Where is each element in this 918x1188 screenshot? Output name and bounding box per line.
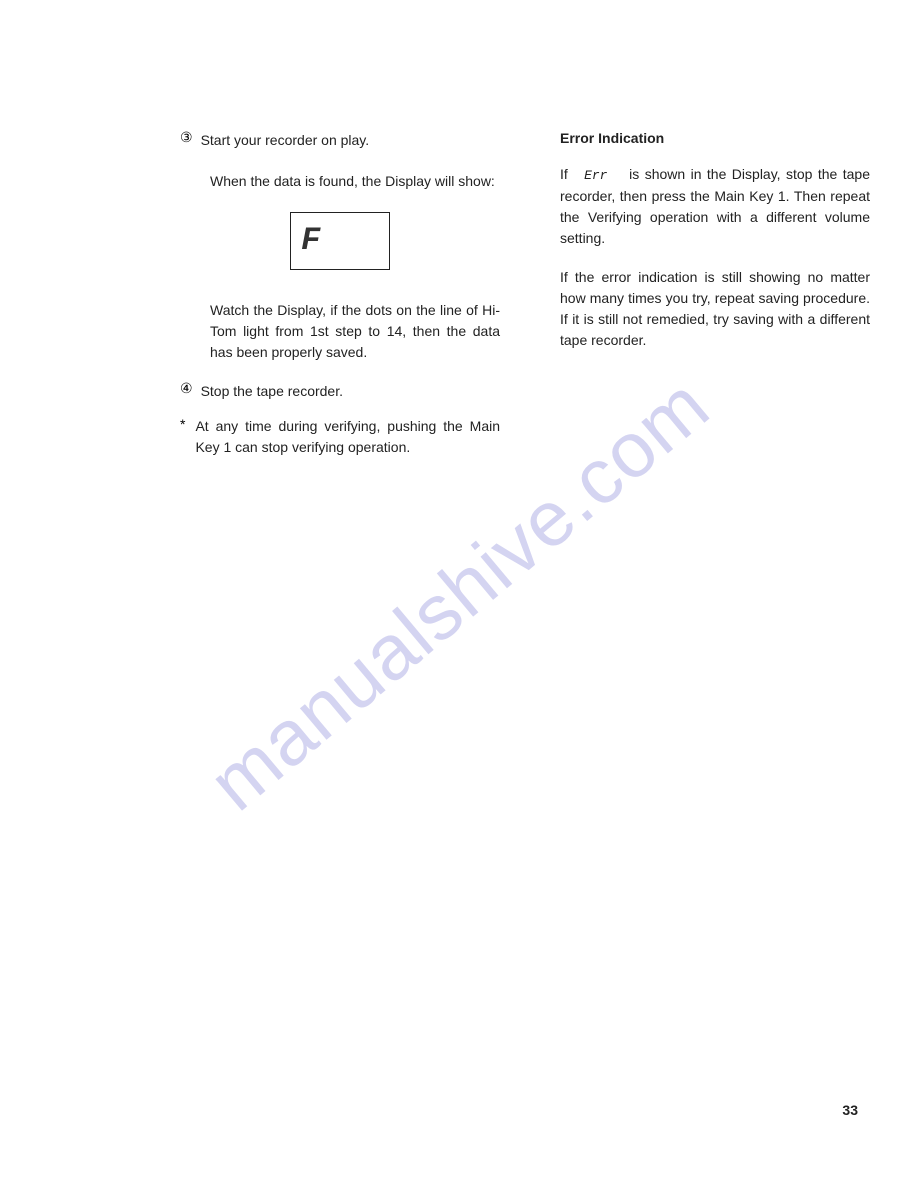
asterisk-marker: *: [180, 416, 185, 432]
page-content: ③ Start your recorder on play. When the …: [0, 0, 918, 458]
error-heading: Error Indication: [560, 130, 870, 146]
page-number: 33: [842, 1102, 858, 1118]
asterisk-text: At any time during verifying, pushing th…: [195, 416, 500, 458]
left-column: ③ Start your recorder on play. When the …: [180, 130, 500, 458]
asterisk-note: * At any time during verifying, pushing …: [180, 416, 500, 458]
display-box: F: [290, 212, 390, 270]
step-3-text: Start your recorder on play.: [201, 130, 370, 151]
err-prefix: If: [560, 166, 568, 182]
step-4-marker: ④: [180, 381, 193, 398]
right-column: Error Indication If Err is shown in the …: [560, 130, 870, 458]
step-3-marker: ③: [180, 130, 193, 147]
err-para1-rest: is shown in the Display, stop the tape r…: [560, 166, 870, 246]
error-para-2: If the error indication is still showing…: [560, 267, 870, 351]
err-symbol: Err: [584, 168, 607, 183]
watch-display-text: Watch the Display, if the dots on the li…: [210, 300, 500, 363]
step-4-block: ④ Stop the tape recorder.: [180, 381, 500, 402]
step-4: ④ Stop the tape recorder.: [180, 381, 500, 402]
display-char: F: [301, 225, 320, 257]
step-4-text: Stop the tape recorder.: [201, 381, 343, 402]
step-3: ③ Start your recorder on play.: [180, 130, 500, 151]
step-3-block: ③ Start your recorder on play.: [180, 130, 500, 151]
data-found-text: When the data is found, the Display will…: [210, 171, 500, 192]
error-para-1: If Err is shown in the Display, stop the…: [560, 164, 870, 249]
